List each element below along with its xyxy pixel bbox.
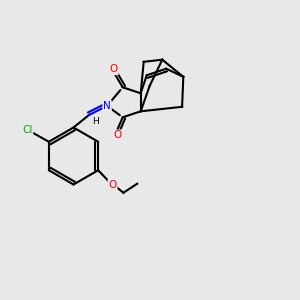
Text: O: O	[109, 180, 117, 190]
Text: O: O	[113, 130, 122, 140]
Text: H: H	[92, 117, 98, 126]
Text: N: N	[103, 101, 111, 111]
Text: O: O	[110, 64, 118, 74]
Text: Cl: Cl	[22, 125, 32, 135]
